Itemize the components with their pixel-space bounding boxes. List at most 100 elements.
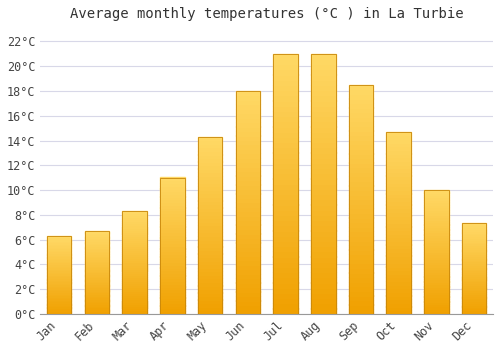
Bar: [462, 295, 486, 298]
Bar: [160, 194, 184, 197]
Bar: [198, 232, 222, 236]
Bar: [47, 290, 72, 292]
Bar: [311, 184, 336, 189]
Bar: [84, 304, 109, 306]
Bar: [47, 242, 72, 244]
Bar: [386, 132, 411, 135]
Bar: [348, 217, 374, 222]
Bar: [236, 100, 260, 104]
Bar: [348, 162, 374, 167]
Bar: [84, 289, 109, 290]
Bar: [198, 218, 222, 222]
Bar: [274, 257, 298, 262]
Bar: [160, 243, 184, 246]
Bar: [348, 208, 374, 213]
Bar: [160, 297, 184, 300]
Bar: [47, 309, 72, 311]
Bar: [424, 197, 448, 200]
Bar: [198, 239, 222, 243]
Bar: [386, 175, 411, 179]
Bar: [47, 248, 72, 250]
Bar: [122, 240, 147, 242]
Bar: [236, 140, 260, 145]
Bar: [348, 250, 374, 254]
Bar: [462, 227, 486, 229]
Bar: [198, 264, 222, 268]
Bar: [47, 296, 72, 298]
Bar: [462, 285, 486, 287]
Bar: [84, 236, 109, 238]
Bar: [47, 276, 72, 278]
Bar: [160, 265, 184, 267]
Bar: [386, 266, 411, 270]
Bar: [348, 172, 374, 176]
Bar: [47, 239, 72, 240]
Bar: [311, 152, 336, 158]
Bar: [311, 95, 336, 101]
Bar: [47, 289, 72, 290]
Bar: [348, 295, 374, 300]
Bar: [160, 210, 184, 213]
Bar: [462, 225, 486, 227]
Bar: [274, 215, 298, 220]
Bar: [236, 251, 260, 256]
Bar: [386, 132, 411, 314]
Bar: [84, 242, 109, 244]
Bar: [84, 232, 109, 234]
Bar: [274, 126, 298, 132]
Bar: [160, 278, 184, 281]
Bar: [122, 260, 147, 262]
Bar: [424, 257, 448, 259]
Bar: [348, 300, 374, 305]
Bar: [236, 180, 260, 184]
Bar: [160, 177, 184, 180]
Bar: [236, 167, 260, 171]
Bar: [424, 267, 448, 269]
Bar: [236, 198, 260, 202]
Bar: [47, 251, 72, 253]
Bar: [198, 183, 222, 187]
Bar: [348, 117, 374, 121]
Bar: [198, 179, 222, 183]
Bar: [236, 122, 260, 127]
Bar: [198, 310, 222, 314]
Bar: [47, 268, 72, 270]
Bar: [311, 132, 336, 137]
Bar: [84, 244, 109, 246]
Bar: [348, 245, 374, 250]
Bar: [462, 278, 486, 280]
Bar: [424, 210, 448, 212]
Bar: [122, 262, 147, 265]
Bar: [348, 254, 374, 259]
Bar: [236, 220, 260, 225]
Bar: [122, 297, 147, 300]
Bar: [198, 165, 222, 169]
Bar: [236, 242, 260, 247]
Bar: [311, 210, 336, 215]
Bar: [311, 246, 336, 251]
Bar: [462, 290, 486, 292]
Bar: [424, 301, 448, 304]
Bar: [462, 241, 486, 243]
Bar: [47, 284, 72, 286]
Bar: [348, 140, 374, 144]
Bar: [424, 284, 448, 287]
Bar: [198, 200, 222, 204]
Bar: [462, 272, 486, 274]
Bar: [160, 183, 184, 186]
Bar: [311, 75, 336, 80]
Bar: [311, 257, 336, 262]
Bar: [424, 252, 448, 254]
Bar: [84, 294, 109, 296]
Bar: [424, 299, 448, 301]
Bar: [84, 251, 109, 252]
Bar: [311, 126, 336, 132]
Bar: [348, 263, 374, 268]
Bar: [84, 279, 109, 281]
Bar: [274, 147, 298, 153]
Bar: [424, 230, 448, 232]
Bar: [47, 272, 72, 273]
Bar: [274, 69, 298, 75]
Bar: [47, 292, 72, 294]
Bar: [198, 151, 222, 154]
